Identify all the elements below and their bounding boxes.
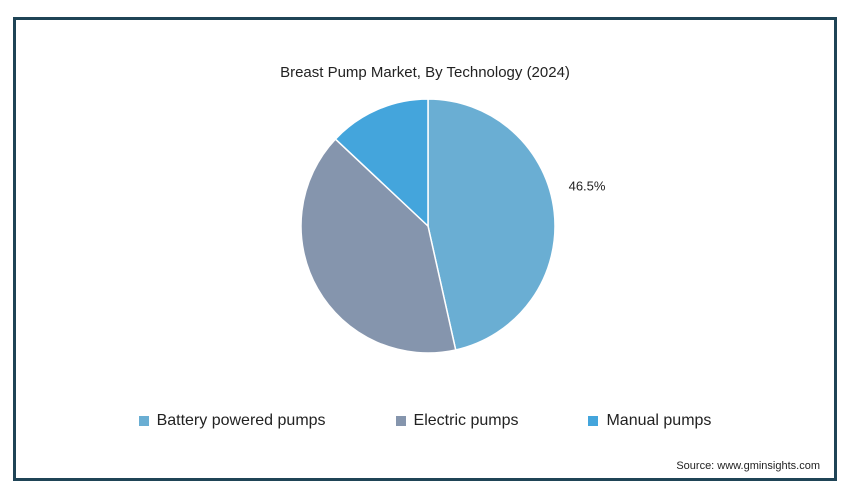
legend-label-manual: Manual pumps bbox=[606, 412, 712, 429]
chart-frame: Breast Pump Market, By Technology (2024)… bbox=[13, 17, 837, 481]
legend: Battery powered pumps Electric pumps Man… bbox=[16, 412, 834, 430]
pie-slice-electric-pumps bbox=[300, 138, 457, 354]
chart-title: Breast Pump Market, By Technology (2024) bbox=[280, 64, 570, 81]
legend-swatch-manual bbox=[588, 416, 599, 426]
legend-item-electric: Electric pumps bbox=[395, 412, 519, 430]
legend-item-manual: Manual pumps bbox=[588, 412, 711, 430]
pie-slice-manual-pumps bbox=[334, 98, 429, 228]
source-note: Source: www.gminsights.com bbox=[676, 460, 820, 472]
data-label-battery-powered-pumps: 46.5% bbox=[569, 178, 606, 193]
legend-label-electric: Electric pumps bbox=[413, 412, 519, 429]
pie-slice-battery-powered-pumps bbox=[427, 98, 556, 351]
legend-item-battery: Battery powered pumps bbox=[138, 412, 326, 430]
pie-chart: 46.5% bbox=[300, 98, 606, 354]
legend-swatch-battery bbox=[138, 416, 149, 426]
legend-swatch-electric bbox=[395, 416, 406, 426]
legend-label-battery: Battery powered pumps bbox=[156, 412, 326, 429]
